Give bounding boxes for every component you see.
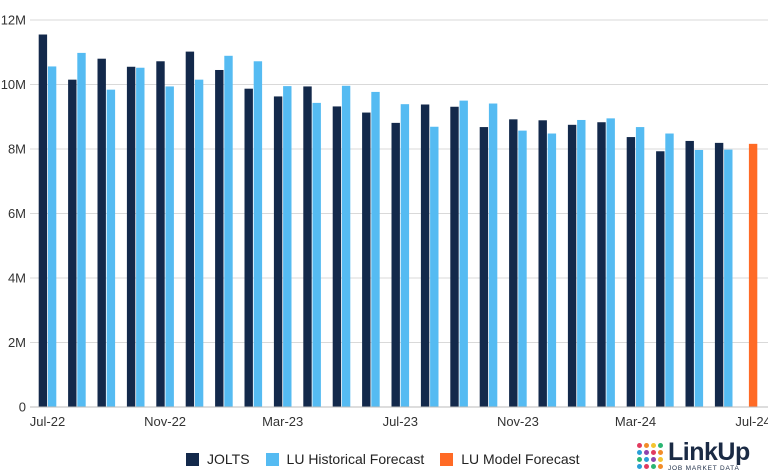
legend-label-lu-model-forecast: LU Model Forecast [461, 451, 580, 467]
bar-jolts[interactable] [420, 104, 430, 408]
bar-jolts[interactable] [567, 124, 577, 407]
bar-jolts[interactable] [509, 119, 518, 407]
x-tick-label: Jul-22 [30, 414, 65, 429]
x-tick-label: Nov-23 [497, 414, 539, 429]
legend-label-jolts: JOLTS [207, 451, 250, 467]
bar-lu-historical-forecast[interactable] [606, 118, 615, 408]
legend-swatch-lu-model-forecast [440, 452, 454, 466]
bar-lu-historical-forecast[interactable] [665, 133, 674, 407]
bar-lu-historical-forecast[interactable] [459, 100, 468, 407]
bar-jolts[interactable] [391, 122, 400, 407]
x-tick-label: Nov-22 [144, 414, 186, 429]
bar-lu-historical-forecast[interactable] [165, 86, 174, 407]
logo-dot [637, 457, 642, 463]
bar-jolts[interactable] [685, 140, 694, 407]
logo-dot [644, 457, 649, 463]
logo-tagline: JOB MARKET DATA [668, 465, 740, 472]
x-tick-label: Jul-24 [735, 414, 768, 429]
bar-lu-historical-forecast[interactable] [694, 149, 704, 407]
y-axis-tick-labels: 0 2M 4M 6M 8M 10M 12M [1, 13, 26, 415]
bar-jolts[interactable] [597, 122, 606, 408]
logo-dot [644, 464, 649, 470]
y-tick-label: 6M [8, 206, 26, 221]
logo-dot [658, 457, 663, 463]
bar-lu-historical-forecast[interactable] [341, 85, 351, 407]
logo-dot [644, 443, 649, 449]
y-tick-label: 2M [8, 335, 26, 350]
linkup-logo: LinkUp JOB MARKET DATA [637, 440, 750, 473]
bar-jolts[interactable] [126, 66, 136, 407]
legend-item-lu-model-forecast[interactable]: LU Model Forecast [440, 451, 580, 467]
bar-lu-historical-forecast[interactable] [577, 119, 586, 407]
logo-dots-icon [637, 443, 663, 470]
bar-lu-historical-forecast[interactable] [518, 130, 527, 407]
logo-dot [658, 443, 663, 449]
bar-lu-historical-forecast[interactable] [488, 103, 498, 407]
y-tick-label: 4M [8, 271, 26, 286]
logo-dot [644, 450, 649, 456]
bar-jolts[interactable] [450, 106, 459, 407]
logo-dot [637, 443, 642, 449]
bar-lu-historical-forecast[interactable] [194, 79, 204, 407]
bar-lu-historical-forecast[interactable] [253, 61, 263, 407]
logo-dot [637, 464, 642, 470]
y-tick-label: 0 [19, 400, 26, 415]
bar-jolts[interactable] [626, 137, 636, 407]
bar-jolts[interactable] [303, 86, 312, 407]
logo-dot [658, 450, 663, 456]
bar-lu-historical-forecast[interactable] [136, 67, 145, 407]
legend-swatch-jolts [186, 452, 199, 466]
bar-jolts[interactable] [215, 69, 224, 408]
bar-lu-historical-forecast[interactable] [224, 55, 233, 408]
bar-lu-model-forecast[interactable] [748, 143, 758, 407]
legend-label-lu-historical-forecast: LU Historical Forecast [286, 451, 425, 467]
x-tick-label: Mar-24 [615, 414, 656, 429]
logo-dot [651, 450, 656, 456]
bar-jolts[interactable] [38, 34, 48, 407]
bar-lu-historical-forecast[interactable] [635, 127, 645, 407]
bar-jolts[interactable] [362, 112, 371, 408]
logo-text: LinkUp JOB MARKET DATA [668, 440, 750, 473]
bar-lu-historical-forecast[interactable] [283, 86, 292, 408]
bars [38, 34, 758, 408]
logo-dot [658, 464, 663, 470]
legend-item-jolts[interactable]: JOLTS [186, 451, 250, 467]
bar-lu-historical-forecast[interactable] [547, 133, 557, 407]
y-tick-label: 10M [1, 77, 26, 92]
x-tick-label: Mar-23 [262, 414, 303, 429]
bar-lu-historical-forecast[interactable] [77, 52, 86, 408]
bar-jolts[interactable] [97, 58, 106, 407]
x-tick-label: Jul-23 [383, 414, 418, 429]
legend-item-lu-historical-forecast[interactable]: LU Historical Forecast [265, 451, 425, 467]
logo-dot [651, 443, 656, 449]
bar-lu-historical-forecast[interactable] [400, 104, 410, 408]
legend-swatch-lu-historical-forecast [265, 452, 279, 466]
bar-jolts[interactable] [714, 142, 724, 407]
bar-lu-historical-forecast[interactable] [106, 89, 116, 407]
bar-jolts[interactable] [244, 88, 253, 407]
y-tick-label: 8M [8, 142, 26, 157]
bar-jolts[interactable] [273, 96, 283, 408]
bar-jolts[interactable] [656, 151, 665, 407]
bar-jolts[interactable] [479, 127, 489, 407]
legend: JOLTS LU Historical Forecast LU Model Fo… [186, 451, 596, 467]
bar-lu-historical-forecast[interactable] [724, 149, 733, 407]
bar-jolts[interactable] [538, 120, 547, 408]
logo-name: LinkUp [668, 438, 750, 466]
x-axis-tick-labels: Jul-22 Nov-22 Mar-23 Jul-23 Nov-23 Mar-24 Jul-… [30, 414, 768, 429]
bar-lu-historical-forecast[interactable] [430, 126, 439, 407]
logo-dot [637, 450, 642, 456]
bar-jolts[interactable] [68, 79, 77, 407]
bar-lu-historical-forecast[interactable] [47, 66, 57, 407]
bar-lu-historical-forecast[interactable] [371, 91, 380, 407]
logo-dot [651, 464, 656, 470]
bar-jolts[interactable] [332, 106, 342, 408]
bar-jolts[interactable] [156, 61, 165, 407]
bar-jolts[interactable] [185, 51, 195, 407]
y-tick-label: 12M [1, 13, 26, 28]
logo-dot [651, 457, 656, 463]
bar-lu-historical-forecast[interactable] [312, 102, 321, 407]
